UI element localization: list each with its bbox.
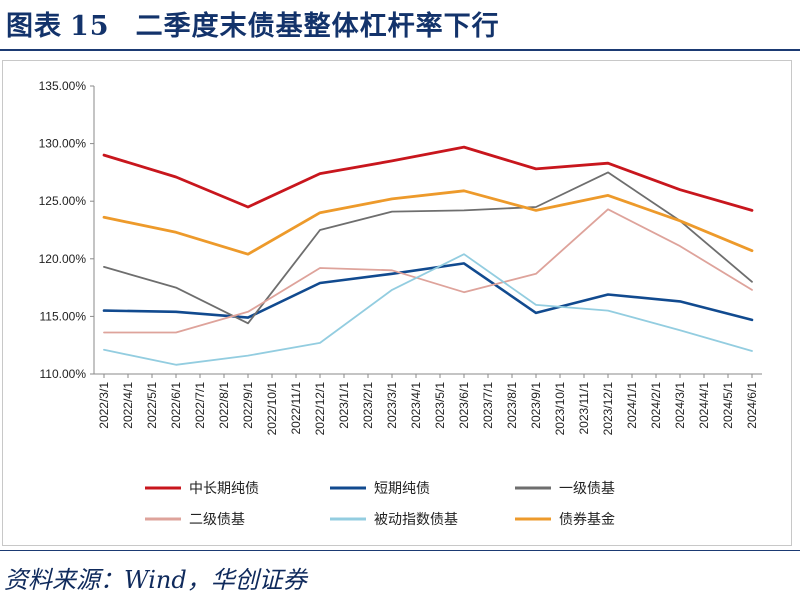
figure-title-text: 二季度末债基整体杠杆率下行 xyxy=(135,11,500,42)
series-line xyxy=(102,189,754,256)
x-tick-label: 2022/9/1 xyxy=(241,382,255,429)
legend-label: 中长期纯债 xyxy=(189,481,259,497)
legend-label: 债券基金 xyxy=(559,511,615,528)
x-tick-label: 2024/3/1 xyxy=(673,382,687,429)
x-tick-label: 2022/11/1 xyxy=(289,382,303,435)
x-tick-label: 2024/1/1 xyxy=(625,382,639,429)
x-tick-label: 2022/6/1 xyxy=(169,382,183,429)
source-divider xyxy=(0,550,800,551)
figure-title: 图表 15 二季度末债基整体杠杆率下行 xyxy=(6,4,500,43)
source-note: 资料来源：Wind，华创证券 xyxy=(4,566,307,594)
x-tick-label: 2024/5/1 xyxy=(721,382,735,429)
header-divider xyxy=(0,49,800,51)
x-tick-label: 2024/4/1 xyxy=(697,382,711,429)
figure-header: 图表 15 二季度末债基整体杠杆率下行 xyxy=(0,0,800,48)
y-tick-label: 120.00% xyxy=(39,252,87,266)
x-tick-label: 2022/8/1 xyxy=(217,382,231,429)
series-line xyxy=(103,171,753,325)
x-tick-label: 2023/6/1 xyxy=(457,382,471,429)
x-tick-label: 2022/3/1 xyxy=(97,382,111,429)
x-tick-label: 2023/7/1 xyxy=(481,382,495,429)
y-tick-label: 130.00% xyxy=(39,137,87,151)
x-tick-label: 2022/4/1 xyxy=(121,382,135,429)
x-tick-label: 2023/9/1 xyxy=(529,382,543,429)
figure-label: 图表 xyxy=(6,11,62,42)
series-line xyxy=(103,208,753,334)
y-tick-label: 115.00% xyxy=(40,309,87,323)
x-tick-label: 2023/2/1 xyxy=(361,382,375,429)
x-tick-label: 2024/6/1 xyxy=(745,382,759,429)
series-line xyxy=(103,253,753,366)
x-tick-label: 2023/3/1 xyxy=(385,382,399,429)
x-tick-label: 2023/10/1 xyxy=(553,382,567,436)
x-tick-label: 2022/5/1 xyxy=(145,382,159,429)
legend-label: 一级债基 xyxy=(559,480,615,497)
x-tick-label: 2022/10/1 xyxy=(265,382,279,436)
y-tick-label: 110.00% xyxy=(40,367,87,381)
x-tick-label: 2023/12/1 xyxy=(601,382,615,436)
x-tick-label: 2023/4/1 xyxy=(409,382,423,429)
x-tick-label: 2022/7/1 xyxy=(193,382,207,429)
y-tick-label: 125.00% xyxy=(39,194,87,208)
x-tick-label: 2023/1/1 xyxy=(337,382,351,429)
chart-frame xyxy=(2,60,792,546)
legend-label: 被动指数债基 xyxy=(374,511,458,528)
legend-label: 二级债基 xyxy=(189,511,245,528)
x-tick-label: 2023/8/1 xyxy=(505,382,519,429)
figure-number: 15 xyxy=(70,11,110,42)
x-tick-label: 2023/5/1 xyxy=(433,382,447,429)
y-tick-label: 135.00% xyxy=(39,79,87,93)
series-line xyxy=(102,262,754,322)
line-chart: 135.00% 130.00% 125.00% 120.00% 115.00% 110.0… xyxy=(39,79,762,528)
x-tick-label: 2024/2/1 xyxy=(649,382,663,429)
x-tick-label: 2022/12/1 xyxy=(313,382,327,436)
legend-label: 短期纯债 xyxy=(374,481,430,497)
series-line xyxy=(102,145,754,212)
x-tick-label: 2023/11/1 xyxy=(577,382,591,435)
